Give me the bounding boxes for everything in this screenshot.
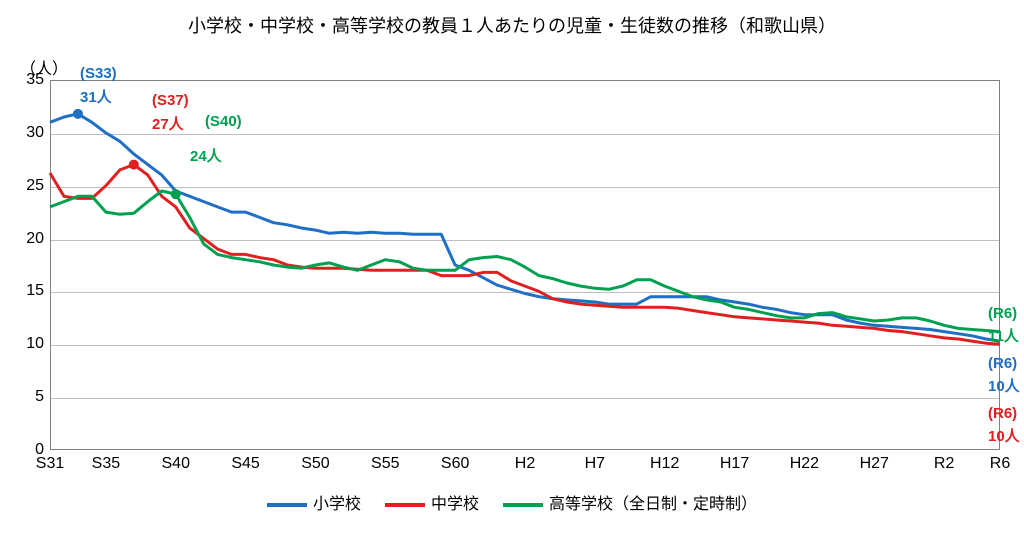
annotation-label: 10人 [988,375,1020,396]
annotation-label: 31人 [80,86,112,107]
y-tick-label: 35 [14,71,44,89]
annotation-label: (R6) [988,355,1017,372]
y-tick-label: 30 [14,124,44,142]
peak-marker [73,109,83,119]
x-tick-label: R6 [990,455,1010,473]
x-tick-label: R2 [934,455,954,473]
y-tick-label: 15 [14,282,44,300]
annotation-label: 11人 [988,325,1019,346]
annotation-label: 10人 [988,425,1020,446]
peak-marker [171,189,181,199]
peak-marker [129,160,139,170]
x-tick-label: H12 [650,455,679,473]
x-tick-label: S50 [301,455,329,473]
annotation-label: (R6) [988,305,1017,322]
line-series-svg [50,80,1000,450]
chart-title: 小学校・中学校・高等学校の教員１人あたりの児童・生徒数の推移（和歌山県） [0,12,1024,38]
annotation-label: (S40) [205,113,242,130]
legend: 小学校 中学校 高等学校（全日制・定時制） [0,490,1024,514]
x-tick-label: S55 [371,455,399,473]
legend-item: 小学校 [267,490,361,514]
legend-label: 中学校 [431,496,479,513]
annotation-label: (S37) [152,92,189,109]
annotation-label: (S33) [80,65,117,82]
x-tick-label: S60 [441,455,469,473]
x-tick-label: H2 [515,455,535,473]
legend-item: 高等学校（全日制・定時制） [503,490,757,514]
y-tick-label: 20 [14,230,44,248]
y-tick-label: 25 [14,177,44,195]
legend-swatch [267,503,307,507]
x-tick-label: H17 [720,455,749,473]
legend-label: 高等学校（全日制・定時制） [549,496,757,513]
legend-label: 小学校 [313,496,361,513]
y-tick-label: 5 [14,388,44,406]
x-tick-label: S40 [162,455,190,473]
annotation-label: (R6) [988,405,1017,422]
line-series [50,191,1000,332]
legend-item: 中学校 [385,490,479,514]
x-tick-label: S31 [36,455,64,473]
x-tick-label: H27 [860,455,889,473]
annotation-label: 27人 [152,113,184,134]
x-tick-label: S35 [92,455,120,473]
legend-swatch [385,503,425,507]
x-tick-label: H22 [790,455,819,473]
chart-container: 小学校・中学校・高等学校の教員１人あたりの児童・生徒数の推移（和歌山県） （人）… [0,0,1024,534]
legend-swatch [503,503,543,507]
x-tick-label: H7 [585,455,605,473]
y-tick-label: 10 [14,335,44,353]
annotation-label: 24人 [190,145,222,166]
x-tick-label: S45 [231,455,259,473]
